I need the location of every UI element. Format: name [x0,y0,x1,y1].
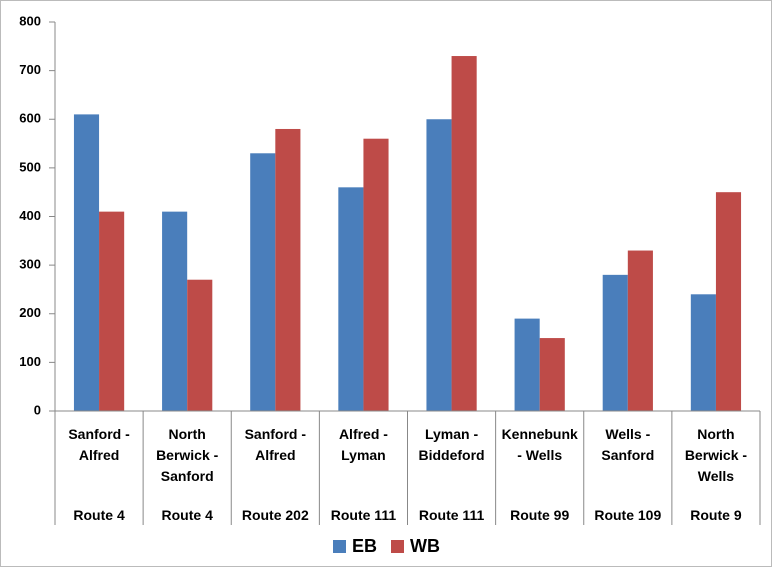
legend-item: WB [391,536,440,557]
legend-label: EB [351,536,377,556]
x-group-label: Route 111 [330,507,397,523]
x-tick-label: Lyman - Biddeford [418,426,485,463]
x-group-label: Route 111 [418,507,485,523]
legend-label: WB [410,536,440,556]
bar [363,138,389,411]
bar [162,211,188,411]
bar [73,114,100,411]
bar [715,192,742,411]
x-group-label: Route 4 [73,507,125,523]
x-tick-label: Kennebunk - Wells [501,426,578,463]
bar [539,338,565,411]
legend: EB WB [0,536,773,557]
y-tick-label: 100 [19,354,41,369]
y-tick-label: 0 [34,402,41,417]
bar [690,294,716,411]
x-tick-label: Alfred - Lyman [338,426,388,463]
x-group-label: Route 4 [161,507,213,523]
bar [275,128,301,411]
bar [250,153,276,411]
y-tick-label: 300 [19,257,41,272]
y-tick-label: 400 [19,208,41,223]
bar [426,119,452,411]
legend-item: EB [332,536,377,557]
x-group-label: Route 202 [241,507,309,523]
bar [451,56,477,411]
bar [187,279,213,411]
x-tick-label: Wells - Sanford [601,426,655,463]
y-tick-label: 200 [19,305,41,320]
x-tick-label: Sanford - Alfred [244,426,307,463]
bar [99,211,125,411]
x-group-label: Route 99 [510,507,570,523]
y-tick-label: 600 [19,111,41,126]
x-tick-label: Sanford - Alfred [68,426,130,463]
bar [602,274,628,411]
x-tick-label: North Berwick - Sanford [156,426,219,484]
bar [627,250,653,411]
y-tick-label: 700 [19,62,41,77]
legend-swatch [332,540,346,553]
bar [514,318,540,411]
bar [338,187,364,411]
legend-swatch [391,540,404,553]
x-group-label: Route 109 [594,507,662,523]
y-tick-label: 500 [19,159,41,174]
x-group-label: Route 9 [690,507,742,523]
y-tick-label: 800 [19,13,41,28]
x-tick-label: North Berwick - Wells [684,426,748,484]
